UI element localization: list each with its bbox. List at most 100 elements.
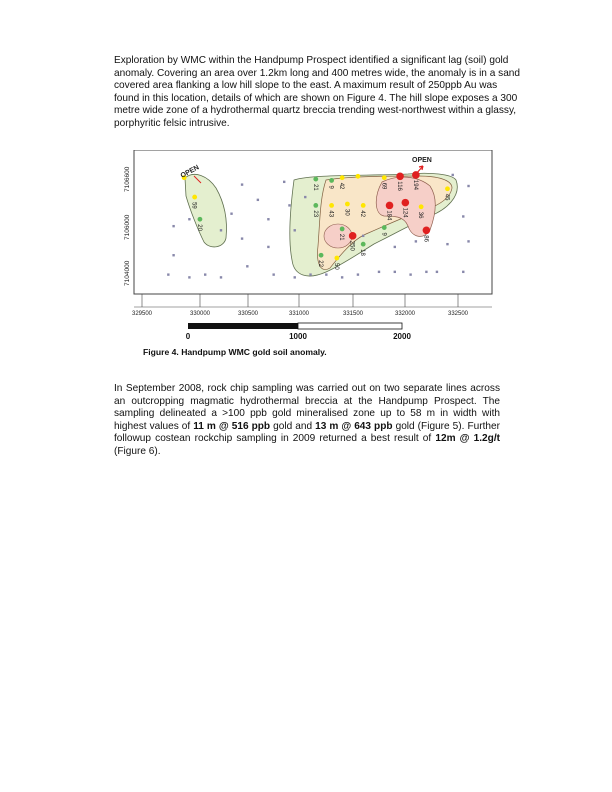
gold-soil-anomaly-map: 59 20 21 9 23 42 43 30 42 21 250 18 22 50 69 116 194 184 1…	[112, 149, 504, 372]
scale-bar-black	[188, 323, 298, 329]
sample-value-label: 23	[312, 210, 318, 217]
x-tick-label: 332000	[395, 311, 416, 317]
sample-point-red	[412, 171, 420, 179]
sample-point-grey	[304, 195, 307, 199]
sample-value-label: 42	[338, 183, 344, 190]
sample-point-grey	[188, 276, 191, 279]
sample-point-grey	[288, 204, 291, 207]
x-tick-label: 331500	[343, 311, 364, 317]
sample-point-yellow	[339, 175, 345, 181]
highlight-result: 11 m @ 516 ppb	[193, 420, 271, 432]
sample-point-grey	[467, 240, 470, 243]
sample-point-grey	[172, 254, 175, 257]
sample-value-label: 194	[412, 180, 418, 191]
sample-value-label: 59	[191, 202, 197, 209]
sample-point-green	[313, 176, 319, 182]
sample-point-yellow	[329, 202, 334, 208]
sample-points-layer: 59 20 21 9 23 42 43 30 42 21 250 18 22 50 69 116 194 184 1…	[167, 171, 470, 279]
sample-point-grey	[293, 276, 296, 279]
paragraph-text: gold (Figure 5). Further followup costea…	[114, 420, 501, 445]
sample-value-label: 21	[312, 184, 318, 191]
sample-point-grey	[377, 270, 381, 274]
sample-point-grey	[340, 276, 344, 279]
sample-point-grey	[414, 240, 418, 243]
sample-value-label: 21	[338, 234, 344, 241]
map-canvas: 59 20 21 9 23 42 43 30 42 21 250 18 22 50 69 116 194 184 1…	[124, 149, 493, 341]
sample-point-green	[313, 202, 319, 208]
sample-point-grey	[451, 173, 454, 177]
open-label-east: OPEN	[412, 157, 432, 164]
sample-value-label: 45	[443, 194, 449, 201]
sample-point-grey	[219, 276, 223, 279]
sample-point-red	[422, 226, 431, 235]
y-tick-label: 7106600	[124, 166, 131, 192]
sample-point-grey	[293, 229, 296, 232]
x-tick-label: 330000	[190, 311, 211, 317]
scale-bar-white	[297, 322, 403, 330]
highlight-result: 12m @ 1.2g/t	[435, 433, 500, 445]
sample-point-grey	[446, 242, 449, 246]
sample-value-label: 250	[349, 241, 355, 252]
sample-point-grey	[204, 273, 207, 276]
sample-point-grey	[356, 273, 360, 276]
sample-point-grey	[167, 273, 170, 276]
sample-value-label: 184	[386, 210, 392, 221]
sample-point-grey	[240, 183, 244, 186]
sample-point-grey	[393, 245, 396, 249]
figure-caption: Figure 4. Handpump WMC gold soil anomaly…	[143, 347, 327, 357]
sample-point-red	[385, 201, 394, 210]
paragraph-text: gold and	[270, 420, 316, 432]
sample-value-label: 22	[317, 260, 323, 267]
sample-point-grey	[272, 273, 275, 276]
sample-point-green	[339, 226, 345, 232]
sample-point-grey	[435, 270, 439, 274]
sample-value-label: 116	[396, 181, 402, 191]
sample-point-grey	[246, 265, 249, 268]
sample-value-label: 30	[343, 209, 349, 216]
highlight-result: 13 m @ 643 ppb	[315, 420, 393, 432]
sample-point-green	[329, 178, 334, 183]
sample-point-yellow	[355, 173, 361, 179]
sample-point-grey	[283, 180, 286, 184]
open-arrow-west	[193, 175, 202, 184]
sample-value-label: 20	[196, 224, 202, 231]
x-tick-label: 329500	[132, 311, 153, 317]
sample-value-label: 50	[333, 263, 339, 270]
sample-point-yellow	[445, 186, 450, 192]
sample-point-green	[381, 225, 387, 230]
sample-point-grey	[362, 234, 365, 238]
sample-point-grey	[240, 237, 244, 240]
scale-label: 1000	[289, 332, 307, 341]
x-tick-label: 332500	[448, 311, 469, 317]
intro-paragraph: Exploration by WMC within the Handpump P…	[114, 55, 521, 129]
sample-point-grey	[462, 215, 465, 218]
sample-point-yellow	[418, 204, 424, 210]
sample-value-label: 69	[380, 183, 386, 190]
paragraph-text: (Figure 6).	[114, 445, 161, 457]
x-tick-label: 331000	[289, 311, 310, 317]
sample-point-red	[396, 172, 404, 181]
sample-point-grey	[172, 224, 175, 228]
y-tick-label: 7106000	[124, 214, 131, 240]
sample-point-grey	[256, 198, 260, 202]
sample-point-grey	[230, 212, 233, 215]
sample-point-red	[348, 232, 357, 240]
sample-point-grey	[393, 270, 396, 274]
sample-point-grey	[409, 273, 412, 276]
sample-value-label: 42	[359, 210, 365, 217]
sample-point-grey	[462, 270, 465, 274]
sample-point-yellow	[192, 194, 198, 200]
sample-point-yellow	[334, 255, 340, 261]
sample-point-yellow	[381, 175, 387, 181]
paragraph-text: In September 2008, rock chip sampling wa…	[114, 383, 500, 432]
sample-point-grey	[219, 229, 223, 232]
sample-value-label: 9	[328, 185, 334, 189]
sample-value-label: 43	[328, 210, 334, 217]
sample-point-grey	[425, 270, 428, 274]
sample-value-label: 36	[417, 212, 423, 219]
anomaly-zone-high	[375, 176, 436, 237]
sample-value-label: 124	[401, 208, 407, 219]
sample-point-green	[360, 241, 366, 247]
sample-value-label: 18	[359, 249, 365, 256]
sample-point-grey	[267, 245, 270, 249]
